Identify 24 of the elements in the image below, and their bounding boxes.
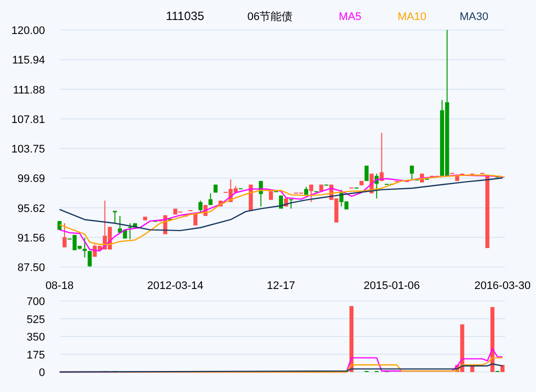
text: MA30	[460, 11, 488, 23]
y-tick-label: 103.75	[11, 144, 45, 156]
chart-subtitle: 06节能债	[247, 10, 293, 23]
y-tick-label: 700	[26, 296, 45, 308]
y-tick-label: 91.56	[17, 232, 45, 244]
x-tick-label: 08-18	[45, 280, 74, 292]
text: MA10	[398, 11, 426, 23]
y-tick-label: 525	[26, 314, 45, 326]
y-tick-label: 111.88	[12, 84, 45, 96]
y-tick-label: 115.94	[12, 54, 45, 67]
y-tick-label: 120.00	[11, 25, 45, 37]
y-tick-label: 95.62	[17, 202, 45, 215]
x-tick-label: 2016-03-30	[474, 280, 531, 292]
y-tick-label: 0	[38, 367, 45, 379]
x-tick-label: 2012-03-14	[147, 280, 204, 292]
x-tick-label: 2015-01-06	[364, 280, 420, 292]
y-tick-label: 350	[26, 332, 45, 344]
chart-title: 111035	[166, 9, 204, 23]
y-tick-label: 87.50	[17, 262, 45, 274]
y-tick-label: 107.81	[11, 114, 45, 126]
y-tick-label: 99.69	[17, 173, 45, 186]
text: MA5	[338, 11, 362, 23]
x-tick-label: 12-17	[266, 280, 296, 292]
y-tick-label: 175	[26, 349, 45, 362]
